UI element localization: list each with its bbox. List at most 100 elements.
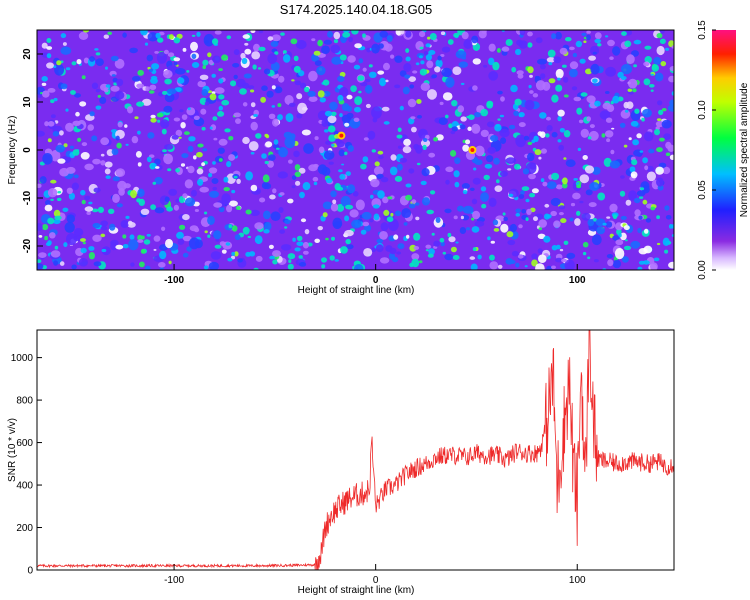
heatmap-cell: [566, 252, 576, 259]
heatmap-cell: [100, 153, 105, 157]
heatmap-cell: [333, 31, 341, 40]
heatmap-cell: [151, 63, 160, 70]
heatmap-cell: [160, 119, 170, 129]
heatmap-cell: [181, 114, 188, 120]
heatmap-cell: [291, 79, 295, 82]
heatmap-cell: [662, 237, 670, 246]
heatmap-cell: [325, 237, 329, 241]
heatmap-cell: [345, 238, 352, 245]
heatmap-cell: [559, 248, 564, 252]
heatmap-cell: [163, 69, 173, 79]
heatmap-cell: [97, 206, 104, 213]
heatmap-cell: [565, 37, 572, 42]
heatmap-cell: [364, 224, 372, 232]
heatmap-cell: [605, 221, 613, 228]
heatmap-cell: [81, 142, 88, 147]
heatmap-cell: [336, 140, 345, 148]
heatmap-cell: [327, 115, 337, 124]
heatmap-cell: [140, 30, 148, 36]
heatmap-cell: [372, 204, 380, 209]
heatmap-cell: [37, 183, 42, 188]
heatmap-cell: [298, 255, 303, 259]
heatmap-cell: [130, 190, 137, 199]
heatmap-cell: [572, 192, 581, 200]
heatmap-cell: [577, 147, 582, 152]
heatmap-cell: [214, 87, 225, 94]
snr-x-tick-label: 0: [373, 575, 379, 586]
heatmap-cell: [287, 263, 294, 270]
heatmap-cell: [489, 261, 499, 270]
heatmap-cell: [161, 128, 167, 135]
heatmap-cell: [379, 257, 390, 264]
heatmap-cell: [37, 259, 42, 263]
heatmap-cell: [50, 250, 61, 258]
heatmap-cell: [442, 92, 453, 101]
heatmap-cell: [614, 248, 625, 260]
heatmap-cell: [396, 134, 403, 139]
heatmap-cell: [337, 94, 344, 102]
heatmap-cell: [209, 126, 213, 130]
heatmap-cell: [653, 56, 662, 65]
heatmap-cell: [555, 184, 563, 190]
heatmap-cell: [632, 139, 639, 146]
heatmap-cell: [389, 252, 395, 260]
heatmap-cell: [437, 55, 442, 61]
heatmap-cell: [525, 198, 530, 203]
heatmap-cell: [122, 32, 127, 38]
heatmap-cell: [535, 75, 539, 80]
heatmap-cell: [499, 114, 505, 118]
heatmap-cell: [551, 33, 557, 40]
heatmap-cell: [370, 178, 380, 188]
heatmap-cell: [91, 82, 99, 90]
heatmap-cell: [66, 233, 77, 246]
heatmap-cell: [569, 46, 575, 51]
heatmap-cell: [78, 31, 89, 40]
heatmap-cell: [423, 50, 428, 56]
heatmap-cell: [416, 162, 421, 166]
heatmap-cell: [408, 168, 415, 174]
heatmap-cell: [150, 75, 158, 80]
heatmap-cell: [606, 216, 611, 219]
heatmap-cell: [116, 78, 124, 87]
heatmap-cell: [669, 65, 674, 72]
heatmap-cell: [338, 169, 343, 173]
heatmap-cell: [299, 191, 305, 199]
heatmap-cell: [531, 253, 538, 260]
heatmap-cell: [586, 116, 591, 122]
heatmap-cell: [115, 91, 125, 100]
heatmap-cell: [654, 128, 660, 136]
heatmap-cell: [656, 118, 662, 121]
heatmap-cell: [573, 178, 578, 181]
heatmap-cell: [548, 78, 556, 84]
heatmap-cell: [228, 224, 232, 229]
heatmap-cell: [307, 90, 316, 97]
heatmap-cell: [365, 103, 371, 109]
heatmap-cell: [376, 238, 384, 244]
heatmap-cell: [78, 258, 88, 267]
heatmap-cell: [167, 52, 175, 57]
heatmap-cell: [117, 180, 127, 191]
heatmap-cell: [87, 124, 94, 131]
heatmap-cell: [371, 247, 377, 253]
heatmap-cell: [321, 257, 327, 263]
heatmap-cell: [197, 80, 206, 88]
heatmap-cell: [112, 176, 120, 182]
heatmap-cell: [196, 31, 201, 37]
heatmap-cell: [646, 165, 654, 172]
heatmap-cell: [137, 239, 144, 243]
heatmap-cell: [162, 149, 167, 153]
heatmap-cell: [579, 58, 586, 64]
heatmap-cell: [353, 64, 361, 70]
heatmap-y-tick-label: 10: [22, 96, 33, 108]
heatmap-cell: [607, 259, 614, 267]
heatmap-cell: [115, 135, 120, 141]
heatmap-cell: [100, 160, 106, 166]
heatmap-cell: [650, 89, 654, 92]
heatmap-cell: [208, 167, 218, 174]
heatmap-cell: [117, 121, 123, 128]
heatmap-cell: [590, 63, 600, 75]
heatmap-cell: [665, 141, 672, 149]
heatmap-cell: [45, 242, 52, 247]
heatmap-cell: [621, 64, 632, 75]
colorbar-tick-label: 0.05: [697, 180, 708, 200]
